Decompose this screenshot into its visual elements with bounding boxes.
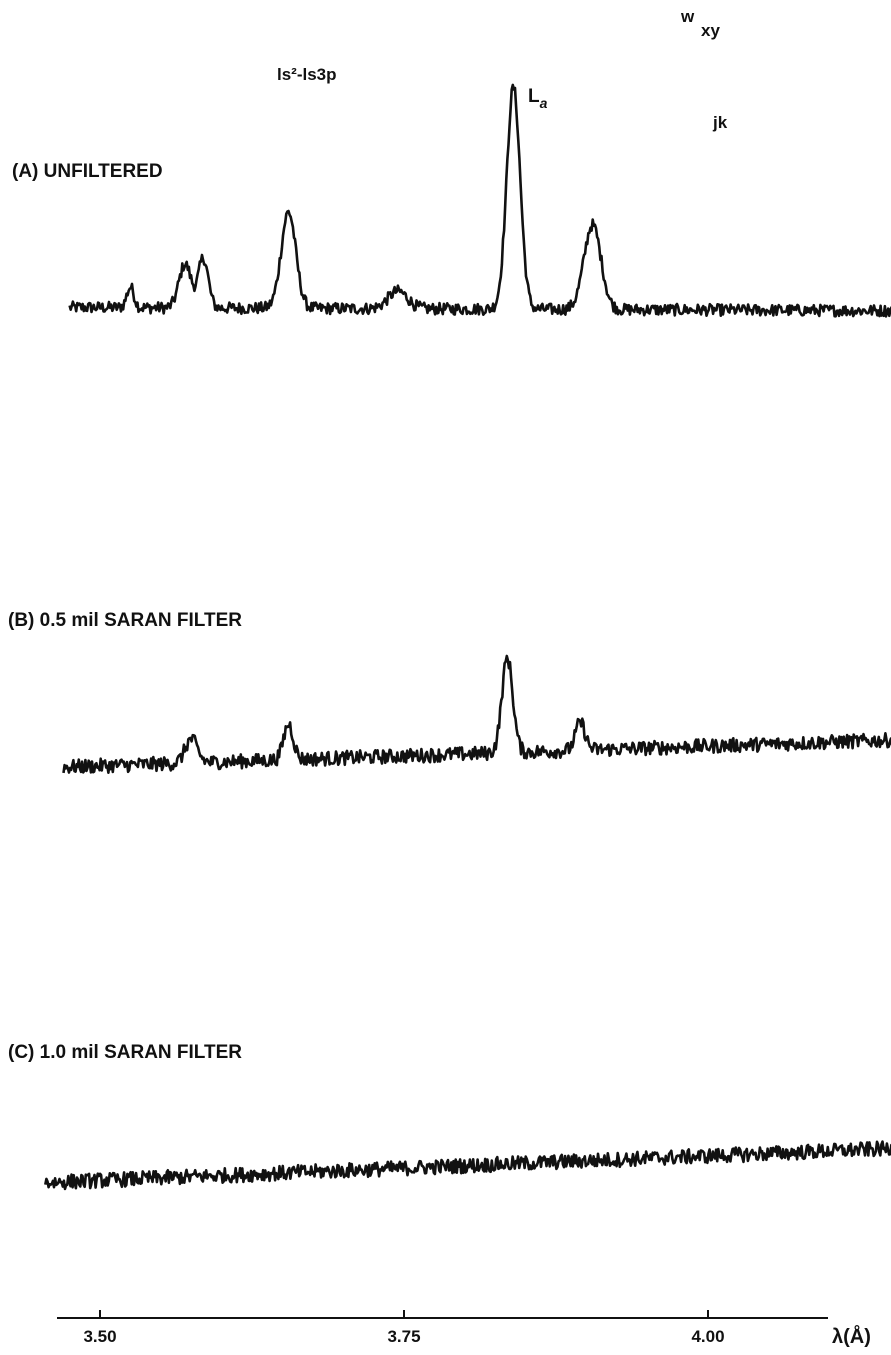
panel-b-half-mil-filter: (B) 0.5 mil SARAN FILTER [8,610,891,774]
peak-label-xy: xy [701,21,720,40]
panel-a-unfiltered: (A) UNFILTERED [12,83,891,318]
x-tick-label-4.00: 4.00 [691,1327,724,1346]
spectrum-trace-b [62,654,891,774]
x-axis-label: λ(Å) [832,1324,871,1348]
panel-c-label: (C) 1.0 mil SARAN FILTER [8,1042,242,1063]
peak-label-jk: jk [712,113,728,132]
panel-c-one-mil-filter: (C) 1.0 mil SARAN FILTER [8,1042,891,1191]
peak-label-1s2-1s3p: ls²-ls3p [277,65,337,84]
peak-label-w: w [680,7,695,26]
x-axis: 3.503.754.004.254.50 λ(Å) [57,1310,871,1348]
x-tick-label-3.75: 3.75 [387,1327,420,1346]
spectrum-trace-c [44,1140,891,1191]
panel-a-label: (A) UNFILTERED [12,161,163,182]
panel-b-label: (B) 0.5 mil SARAN FILTER [8,610,242,631]
peak-label-lyman-alpha: La [528,86,548,111]
spectrum-trace-a [68,83,891,318]
x-tick-label-3.50: 3.50 [83,1327,116,1346]
